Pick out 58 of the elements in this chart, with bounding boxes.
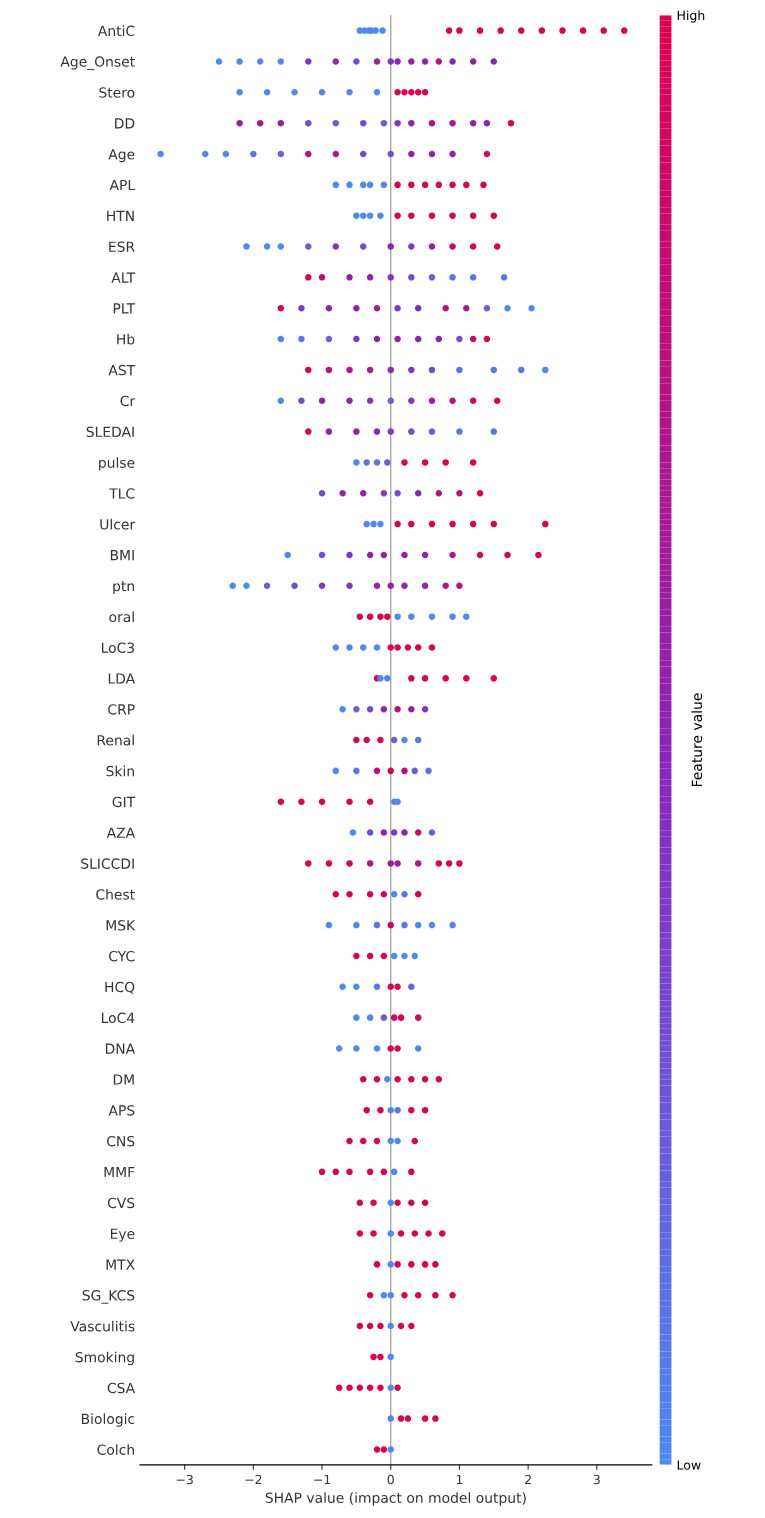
y-tick-label: Cr [120,395,136,407]
y-tick-label: Renal [97,734,134,746]
y-tick-label: Ulcer [100,518,136,530]
y-tick-label: SLEDAI [86,426,134,438]
y-tick-label: MTX [106,1259,135,1270]
x-tick-label: −1 [314,1474,331,1485]
x-tick-label: 1 [456,1474,463,1485]
y-tick-label: CRP [108,704,135,715]
y-tick-label: Stero [99,87,135,98]
y-tick-label: Biologic [81,1413,135,1427]
y-tick-label: HTN [107,210,134,221]
x-tick-label: 0 [387,1474,394,1485]
y-tick-label: BMI [110,550,134,561]
y-tick-label: DNA [105,1043,136,1054]
y-tick-label: SLICCDI [81,858,134,869]
y-tick-label: AntiC [97,25,135,37]
y-tick-label: CSA [107,1382,136,1394]
y-tick-label: LDA [108,673,136,684]
y-tick-label: PLT [113,303,136,314]
y-tick-label: Colch [97,1444,134,1455]
color-bar-label: Low [677,1460,701,1470]
y-tick-label: ESR [109,241,135,252]
x-tick-label: 2 [525,1474,531,1485]
y-tick-label: AST [108,364,136,376]
y-tick-label: APL [109,179,136,191]
y-tick-label: HCQ [105,981,135,994]
y-tick-label: Age_Onset [60,56,135,70]
y-tick-label: LoC4 [101,1012,135,1024]
y-tick-label: CNS [107,1135,135,1147]
y-tick-label: SG_KCS [82,1290,135,1304]
y-tick-label: CVS [107,1197,135,1209]
y-tick-label: Hb [117,333,135,345]
color-bar-title: Feature value [691,693,703,787]
y-tick-label: GIT [112,796,136,808]
y-tick-label: Chest [96,888,135,900]
y-tick-label: CYC [109,950,135,962]
x-tick-label: −3 [176,1474,193,1485]
y-tick-label: Smoking [75,1351,134,1366]
y-tick-label: TLC [109,488,135,499]
color-bar-label: High [677,10,705,23]
y-tick-label: pulse [99,457,135,471]
y-tick-label: LoC3 [101,642,135,653]
y-tick-label: Vasculitis [70,1320,135,1332]
y-tick-label: MSK [106,920,136,931]
x-axis-title: SHAP value (impact on model output) [265,1492,526,1506]
y-tick-label: MMF [104,1167,135,1178]
y-tick-label: AZA [106,827,136,838]
y-tick-label: ALT [111,272,136,283]
y-tick-label: ptn [113,581,134,594]
x-tick-label: −2 [245,1474,262,1485]
y-tick-label: Skin [106,765,134,777]
y-tick-label: APS [108,1105,135,1116]
y-tick-label: DM [113,1074,134,1085]
y-tick-label: oral [109,611,134,623]
y-tick-label: Age [108,149,135,163]
y-tick-label: DD [115,118,135,129]
y-tick-label: Eye [110,1228,135,1242]
x-tick-label: 3 [593,1474,600,1485]
